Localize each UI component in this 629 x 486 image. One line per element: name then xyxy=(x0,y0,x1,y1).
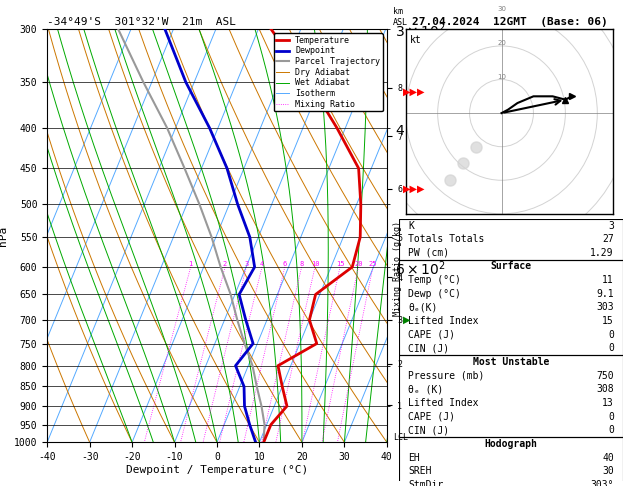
Text: Dewp (°C): Dewp (°C) xyxy=(408,289,461,299)
Text: Mixing Ratio (g/kg): Mixing Ratio (g/kg) xyxy=(393,221,402,316)
Text: Lifted Index: Lifted Index xyxy=(408,398,479,408)
Text: 15: 15 xyxy=(336,261,344,267)
Text: 15: 15 xyxy=(602,316,614,326)
Text: Totals Totals: Totals Totals xyxy=(408,234,485,244)
Text: 2: 2 xyxy=(223,261,227,267)
Text: 4: 4 xyxy=(260,261,264,267)
Text: LCL: LCL xyxy=(393,433,408,442)
Text: 20: 20 xyxy=(497,40,506,46)
Text: -34°49'S  301°32'W  21m  ASL: -34°49'S 301°32'W 21m ASL xyxy=(47,17,236,27)
Text: CAPE (J): CAPE (J) xyxy=(408,330,455,340)
Text: 13: 13 xyxy=(602,398,614,408)
Text: 40: 40 xyxy=(602,452,614,463)
Text: 303°: 303° xyxy=(590,480,614,486)
Text: 308: 308 xyxy=(596,384,614,394)
Bar xyxy=(399,260,623,355)
Text: 1: 1 xyxy=(189,261,193,267)
Text: 750: 750 xyxy=(596,371,614,381)
Text: 27: 27 xyxy=(602,234,614,244)
Text: Surface: Surface xyxy=(491,261,532,272)
Text: K: K xyxy=(408,221,415,230)
Bar xyxy=(399,437,623,486)
Text: ▶: ▶ xyxy=(403,315,410,325)
Text: 0: 0 xyxy=(608,425,614,435)
Text: CAPE (J): CAPE (J) xyxy=(408,412,455,421)
Text: 8: 8 xyxy=(299,261,304,267)
Text: StmDir: StmDir xyxy=(408,480,443,486)
Text: 30: 30 xyxy=(497,6,506,12)
Text: Hodograph: Hodograph xyxy=(484,439,538,449)
Text: 9.1: 9.1 xyxy=(596,289,614,299)
Text: Temp (°C): Temp (°C) xyxy=(408,275,461,285)
Text: PW (cm): PW (cm) xyxy=(408,248,450,258)
Text: CIN (J): CIN (J) xyxy=(408,425,450,435)
Text: EH: EH xyxy=(408,452,420,463)
Text: 1.29: 1.29 xyxy=(590,248,614,258)
Text: 10: 10 xyxy=(497,73,506,80)
Text: 0: 0 xyxy=(608,343,614,353)
Text: 10: 10 xyxy=(311,261,320,267)
Text: SREH: SREH xyxy=(408,466,432,476)
Text: 20: 20 xyxy=(354,261,363,267)
Text: 25: 25 xyxy=(369,261,377,267)
Legend: Temperature, Dewpoint, Parcel Trajectory, Dry Adiabat, Wet Adiabat, Isotherm, Mi: Temperature, Dewpoint, Parcel Trajectory… xyxy=(274,34,382,111)
Text: CIN (J): CIN (J) xyxy=(408,343,450,353)
Text: θₑ (K): θₑ (K) xyxy=(408,384,443,394)
Text: 27.04.2024  12GMT  (Base: 06): 27.04.2024 12GMT (Base: 06) xyxy=(411,17,608,27)
Text: Most Unstable: Most Unstable xyxy=(473,357,549,367)
Y-axis label: hPa: hPa xyxy=(0,226,8,246)
Text: kt: kt xyxy=(410,35,421,45)
Text: 30: 30 xyxy=(602,466,614,476)
Bar xyxy=(399,219,623,260)
Text: 0: 0 xyxy=(608,330,614,340)
Text: km
ASL: km ASL xyxy=(393,7,408,27)
Text: Pressure (mb): Pressure (mb) xyxy=(408,371,485,381)
X-axis label: Dewpoint / Temperature (°C): Dewpoint / Temperature (°C) xyxy=(126,465,308,475)
Text: ▶▶▶: ▶▶▶ xyxy=(403,184,425,194)
Text: 303: 303 xyxy=(596,302,614,312)
Text: ▶▶▶: ▶▶▶ xyxy=(403,87,425,97)
Text: 6: 6 xyxy=(282,261,287,267)
Text: θₑ(K): θₑ(K) xyxy=(408,302,438,312)
Text: 3: 3 xyxy=(244,261,248,267)
Text: 11: 11 xyxy=(602,275,614,285)
Text: Lifted Index: Lifted Index xyxy=(408,316,479,326)
Text: 0: 0 xyxy=(608,412,614,421)
Bar xyxy=(399,355,623,437)
Text: 3: 3 xyxy=(608,221,614,230)
